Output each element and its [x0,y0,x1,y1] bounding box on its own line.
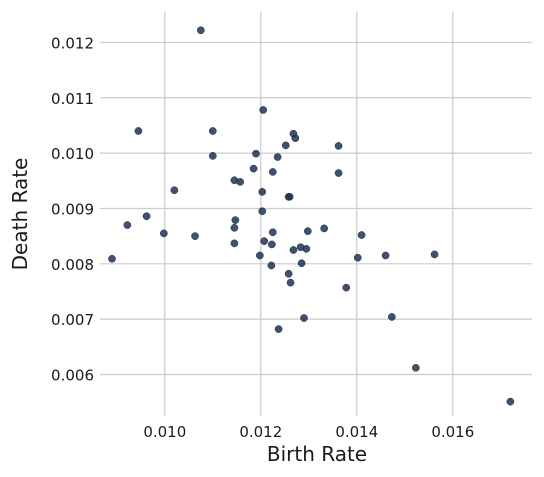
y-tick-label: 0.011 [51,90,94,108]
y-tick-label: 0.007 [51,311,94,329]
data-point [289,246,298,254]
data-point [506,397,515,406]
y-tick-label: 0.006 [51,366,94,384]
y-tick-label: 0.009 [51,200,94,218]
data-point [291,134,300,143]
grid-lines [100,12,532,416]
data-point [252,149,260,158]
data-point [108,254,116,263]
y-tick-labels: 0.006 0.007 0.008 0.009 0.010 0.011 0.012 [51,34,94,384]
data-point [268,228,277,237]
data-point [411,364,420,372]
data-point [208,152,217,160]
y-tick-label: 0.008 [51,256,94,274]
x-tick-label: 0.014 [335,423,378,441]
data-point [342,283,351,292]
x-axis-label: Birth Rate [267,442,367,466]
data-point [267,240,276,249]
data-point [268,168,277,176]
data-point [196,26,205,35]
data-point [258,207,267,216]
data-point [353,253,362,262]
data-point [281,141,290,150]
data-point [286,278,295,287]
data-point [320,224,329,233]
data-point [334,142,343,150]
data-point [170,186,179,195]
data-point [134,127,143,135]
data-points [108,26,515,406]
data-point [381,251,390,260]
data-point [230,239,239,248]
data-point [236,178,245,186]
data-point [300,314,308,322]
data-point [285,192,294,201]
data-point [267,261,276,270]
data-point [249,164,258,173]
x-tick-label: 0.016 [431,423,474,441]
data-point [230,223,239,232]
data-point [303,227,312,236]
data-point [430,250,439,259]
x-tick-labels: 0.010 0.012 0.014 0.016 [143,423,474,441]
data-point [191,232,199,240]
data-point [387,313,396,321]
data-point [284,269,293,278]
data-point [159,229,168,238]
y-tick-label: 0.010 [51,145,94,163]
data-point [258,188,267,196]
data-point [208,127,217,135]
data-point [302,245,311,253]
data-point [123,221,132,229]
data-point [259,106,268,114]
data-point [231,216,240,224]
x-tick-label: 0.012 [239,423,282,441]
data-point [142,212,151,221]
data-point [273,153,282,161]
data-point [357,231,366,239]
data-point [297,259,306,268]
data-point [255,251,264,260]
y-tick-label: 0.012 [51,34,94,52]
data-point [260,237,269,245]
data-point [334,169,343,177]
y-axis-label: Death Rate [8,158,32,271]
x-tick-label: 0.010 [143,423,186,441]
data-point [274,325,283,333]
